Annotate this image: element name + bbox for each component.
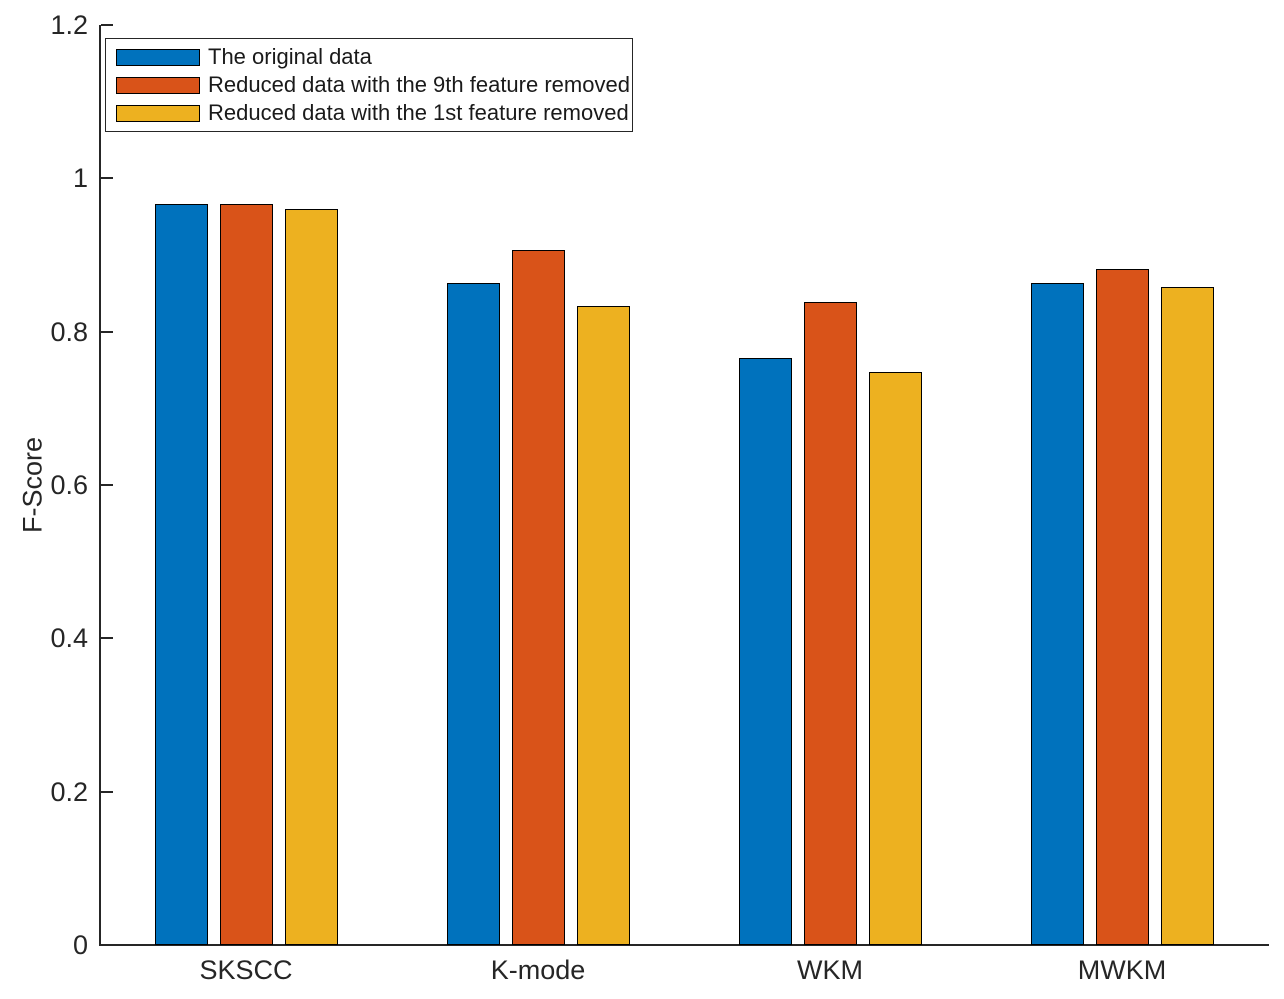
bar-k-mode-series-1 — [446, 283, 500, 945]
bar-wkm-series-3 — [868, 371, 922, 945]
y-tick — [101, 637, 113, 640]
legend: The original data Reduced data with the 9… — [105, 38, 633, 132]
y-tick — [101, 177, 113, 180]
y-axis-line — [99, 25, 101, 946]
y-tick — [101, 330, 113, 333]
legend-swatch — [116, 76, 200, 94]
y-tick-label: 0.2 — [50, 776, 88, 807]
x-axis-line — [99, 944, 1269, 946]
bar-k-mode-series-2 — [511, 249, 565, 945]
y-tick — [101, 944, 113, 946]
legend-row: The original data — [106, 43, 632, 71]
x-category-label: K-mode — [490, 955, 586, 985]
bar-wkm-series-1 — [738, 357, 792, 945]
bar-mwkm-series-3 — [1160, 287, 1214, 945]
y-tick — [101, 484, 113, 486]
bar-skscc-series-2 — [219, 203, 273, 945]
legend-label: Reduced data with the 1st feature remove… — [208, 100, 629, 125]
legend-row: Reduced data with the 9th feature remove… — [106, 71, 632, 99]
bar-wkm-series-2 — [803, 301, 857, 945]
y-tick — [101, 790, 113, 793]
bar-mwkm-series-1 — [1030, 282, 1084, 945]
legend-swatch — [116, 104, 200, 122]
y-tick — [101, 24, 113, 26]
y-tick-label: 0.6 — [50, 470, 88, 500]
y-tick-label: 0.4 — [50, 623, 88, 654]
bar-k-mode-series-3 — [576, 305, 630, 945]
x-category-label: WKM — [797, 955, 863, 985]
legend-label: The original data — [208, 44, 372, 69]
y-tick-label: 1 — [72, 163, 88, 194]
y-tick-label: 0.8 — [50, 316, 88, 347]
legend-row: Reduced data with the 1st feature remove… — [106, 99, 632, 127]
bar-skscc-series-3 — [284, 209, 338, 945]
bar-skscc-series-1 — [154, 204, 208, 945]
x-category-label: MWKM — [1077, 955, 1167, 985]
y-tick-label: 0 — [72, 930, 88, 960]
y-tick-label: 1.2 — [50, 10, 88, 40]
x-category-label: SKSCC — [199, 955, 293, 985]
bar-mwkm-series-2 — [1095, 268, 1149, 945]
legend-swatch — [116, 48, 200, 66]
legend-label: Reduced data with the 9th feature remove… — [208, 72, 630, 97]
